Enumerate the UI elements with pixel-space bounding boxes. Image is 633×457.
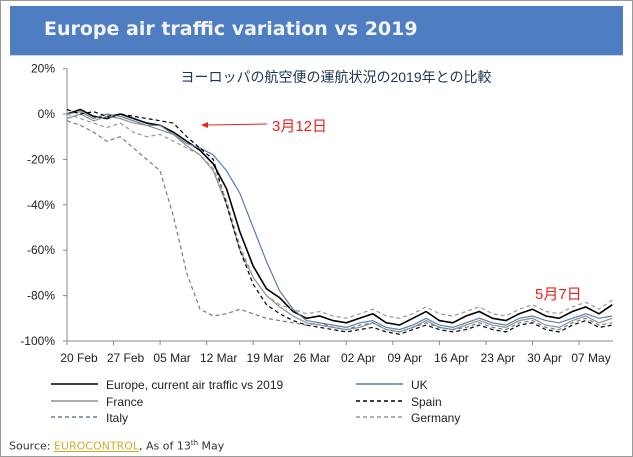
arrowhead-icon bbox=[201, 122, 208, 128]
source-note: Source: EUROCONTROL, As of 13th May bbox=[9, 439, 224, 453]
series-line-uk bbox=[66, 111, 613, 331]
y-tick-label: -40% bbox=[27, 198, 55, 212]
annotation-may7: 5月7日 bbox=[535, 286, 582, 303]
eurocontrol-link[interactable]: EUROCONTROL bbox=[53, 439, 140, 453]
x-tick-label: 09 Apr bbox=[387, 351, 422, 365]
series-line-europe bbox=[66, 108, 613, 326]
source-date: , As of 13 bbox=[139, 439, 191, 453]
y-tick-label: 0% bbox=[38, 107, 56, 121]
y-tick-label: -60% bbox=[27, 243, 55, 257]
series-line-italy bbox=[66, 120, 613, 333]
y-tick-label: -100% bbox=[20, 334, 55, 348]
legend-label: Spain bbox=[411, 395, 442, 409]
chart-title: Europe air traffic variation vs 2019 bbox=[44, 18, 418, 40]
source-date-month: May bbox=[198, 439, 225, 453]
x-tick-label: 23 Apr bbox=[481, 351, 516, 365]
x-tick-label: 20 Feb bbox=[60, 351, 98, 365]
y-tick-label: -20% bbox=[27, 152, 55, 166]
legend-label: Germany bbox=[411, 411, 460, 425]
x-tick-label: 02 Apr bbox=[341, 351, 376, 365]
annotation-arrow bbox=[204, 123, 268, 126]
y-tick-label: -80% bbox=[27, 289, 55, 303]
legend-label: Italy bbox=[106, 411, 128, 425]
y-tick-label: 20% bbox=[31, 62, 55, 76]
source-date-sup: th bbox=[190, 439, 199, 447]
source-label: Source: bbox=[9, 439, 54, 453]
title-bar: Europe air traffic variation vs 2019 bbox=[10, 6, 623, 56]
annotation-mar12: 3月12日 bbox=[272, 118, 327, 135]
x-tick-label: 27 Feb bbox=[107, 351, 145, 365]
series-line-france bbox=[66, 113, 613, 333]
x-tick-label: 19 Mar bbox=[247, 351, 284, 365]
legend-label: Europe, current air traffic vs 2019 bbox=[106, 378, 284, 392]
series-line-spain bbox=[66, 108, 613, 335]
x-tick-label: 30 Apr bbox=[527, 351, 562, 365]
x-tick-label: 26 Mar bbox=[293, 351, 330, 365]
legend-label: UK bbox=[411, 378, 428, 392]
x-tick-label: 07 May bbox=[571, 351, 610, 365]
series-line-germany bbox=[66, 113, 613, 319]
x-tick-label: 12 Mar bbox=[200, 351, 237, 365]
legend-label: France bbox=[106, 395, 144, 409]
x-tick-label: 05 Mar bbox=[153, 351, 190, 365]
chart-subtitle: ヨーロッパの航空便の運航状況の2019年との比較 bbox=[180, 69, 491, 85]
x-tick-label: 16 Apr bbox=[434, 351, 469, 365]
